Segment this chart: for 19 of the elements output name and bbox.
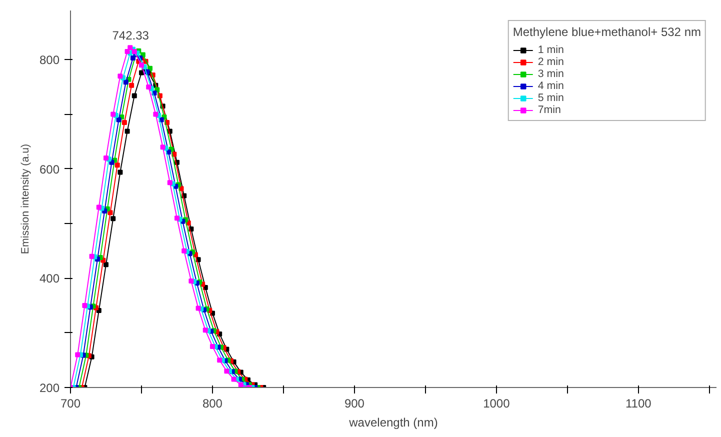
x-axis-title: wavelength (nm) — [348, 416, 438, 430]
y-tick-label: 600 — [39, 162, 60, 176]
x-tick-label: 700 — [60, 396, 81, 410]
legend-label: 4 min — [538, 80, 564, 92]
annotation: 742.33 — [112, 28, 150, 43]
x-tick-label: 1000 — [483, 396, 510, 410]
legend-label: 7min — [538, 104, 561, 116]
y-tick-label: 200 — [39, 381, 60, 395]
x-tick-label: 800 — [202, 396, 223, 410]
x-tick-label: 1100 — [626, 396, 652, 410]
legend-label: 3 min — [538, 68, 564, 80]
legend-label: 2 min — [538, 56, 564, 68]
x-tick-label: 900 — [344, 396, 365, 410]
y-tick-label: 800 — [39, 53, 60, 68]
legend-label: 5 min — [538, 92, 564, 104]
legend-title: Methylene blue+methanol+ 532 nm — [512, 25, 701, 39]
y-axis-title: Emission intensity (a.u) — [19, 144, 32, 254]
y-tick-label: 400 — [39, 272, 60, 286]
legend-label: 1 min — [538, 44, 564, 56]
